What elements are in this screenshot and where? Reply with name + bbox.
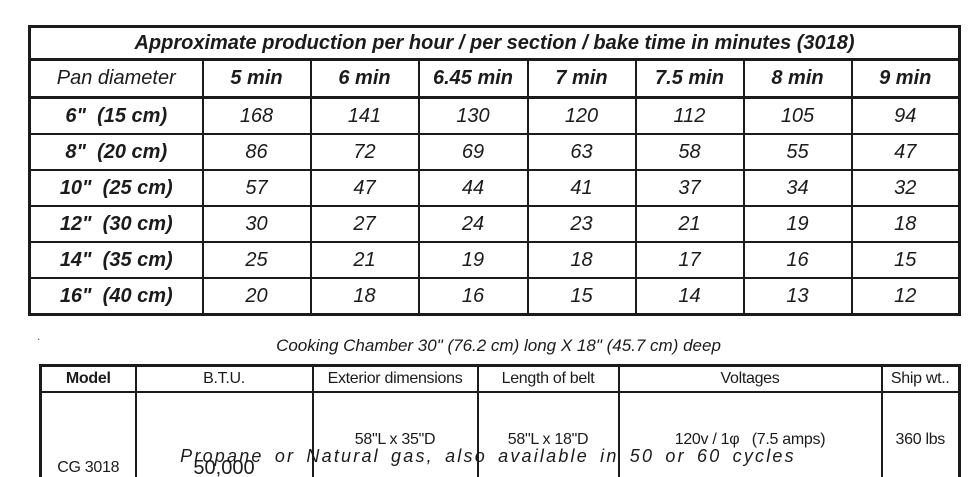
production-table: Approximate production per hour / per se… — [28, 25, 962, 316]
production-cell: 141 — [309, 96, 420, 135]
column-header-ship-weight: Ship wt.. — [880, 364, 961, 393]
production-cell: 16 — [417, 277, 529, 316]
production-cell: 55 — [742, 133, 853, 171]
production-cell: 15 — [526, 277, 637, 316]
production-cell: 16 — [742, 241, 853, 279]
production-cell: 20 — [201, 277, 312, 316]
table-row: 8" (20 cm) 86 72 69 63 58 55 47 — [28, 133, 961, 171]
column-header-voltages: Voltages — [617, 364, 883, 393]
column-header-model: Model — [39, 364, 137, 393]
column-header-7-5min: 7.5 min — [634, 58, 745, 99]
production-cell: 41 — [526, 169, 637, 207]
scan-speck: . — [37, 329, 41, 343]
production-cell: 37 — [634, 169, 745, 207]
column-header-btu: B.T.U. — [134, 364, 314, 393]
production-cell: 105 — [742, 96, 853, 135]
production-cell: 18 — [526, 241, 637, 279]
row-label: 12" (30 cm) — [28, 205, 204, 243]
production-cell: 12 — [850, 277, 961, 316]
production-cell: 130 — [417, 96, 529, 135]
exterior-dimensions-value: 58"L x 35"D 147cm x 89cm — [311, 391, 479, 477]
row-label: 8" (20 cm) — [28, 133, 204, 171]
cooking-chamber-note: Cooking Chamber 30" (76.2 cm) long X 18"… — [276, 336, 721, 355]
production-cell: 25 — [201, 241, 312, 279]
table-row: 6" (15 cm) 168 141 130 120 112 105 94 — [28, 96, 961, 135]
production-cell: 69 — [417, 133, 529, 171]
voltage-line-1: 120v / 1φ (7.5 amps) — [674, 431, 826, 448]
model-value: CG 3018 — [39, 391, 137, 477]
production-cell: 14 — [634, 277, 745, 316]
production-cell: 21 — [309, 241, 420, 279]
column-header-pan-diameter: Pan diameter — [28, 58, 204, 99]
belt-line-1: 58"L x 18"D — [507, 431, 589, 448]
row-label: 16" (40 cm) — [28, 277, 204, 316]
production-cell: 17 — [634, 241, 745, 279]
production-cell: 58 — [634, 133, 745, 171]
production-cell: 112 — [634, 96, 745, 135]
production-cell: 19 — [417, 241, 529, 279]
spec-header-row: Model B.T.U. Exterior dimensions Length … — [39, 364, 961, 393]
table-row: 14" (35 cm) 25 21 19 18 17 16 15 — [28, 241, 961, 279]
production-cell: 32 — [850, 169, 961, 207]
column-header-7min: 7 min — [526, 58, 637, 99]
column-header-exterior-dimensions: Exterior dimensions — [311, 364, 479, 393]
production-cell: 47 — [850, 133, 961, 171]
belt-length-value: 58"L x 18"D 147cm x 46cm — [476, 391, 620, 477]
column-header-length-of-belt: Length of belt — [476, 364, 620, 393]
production-header-row: Pan diameter 5 min 6 min 6.45 min 7 min … — [28, 58, 961, 99]
production-cell: 18 — [850, 205, 961, 243]
ship-weight-line-1: 360 lbs — [895, 431, 946, 448]
column-header-8min: 8 min — [742, 58, 853, 99]
production-cell: 30 — [201, 205, 312, 243]
row-label: 6" (15 cm) — [28, 96, 204, 135]
column-header-5min: 5 min — [201, 58, 312, 99]
production-cell: 44 — [417, 169, 529, 207]
voltages-value: 120v / 1φ (7.5 amps) 208v - 240v / 1φ (3… — [617, 391, 883, 477]
production-cell: 120 — [526, 96, 637, 135]
production-cell: 57 — [201, 169, 312, 207]
column-header-6min: 6 min — [309, 58, 420, 99]
table-row: 12" (30 cm) 30 27 24 23 21 19 18 — [28, 205, 961, 243]
spec-data-row: CG 3018 50,000 58"L x 35"D 147cm x 89cm … — [39, 391, 961, 477]
table-row: 10" (25 cm) 57 47 44 41 37 34 32 — [28, 169, 961, 207]
production-cell: 24 — [417, 205, 529, 243]
row-label: 10" (25 cm) — [28, 169, 204, 207]
row-label: 14" (35 cm) — [28, 241, 204, 279]
production-cell: 63 — [526, 133, 637, 171]
production-cell: 72 — [309, 133, 420, 171]
production-cell: 18 — [309, 277, 420, 316]
production-cell: 23 — [526, 205, 637, 243]
production-cell: 94 — [850, 96, 961, 135]
column-header-6-45min: 6.45 min — [417, 58, 529, 99]
production-cell: 27 — [309, 205, 420, 243]
btu-value: 50,000 — [134, 391, 314, 477]
production-title-row: Approximate production per hour / per se… — [28, 25, 961, 61]
production-cell: 21 — [634, 205, 745, 243]
production-cell: 34 — [742, 169, 853, 207]
ship-weight-value: 360 lbs 163 kg — [880, 391, 961, 477]
gas-availability-note: Propane or Natural gas, also available i… — [180, 446, 796, 466]
production-cell: 47 — [309, 169, 420, 207]
column-header-9min: 9 min — [850, 58, 961, 99]
production-cell: 15 — [850, 241, 961, 279]
production-cell: 86 — [201, 133, 312, 171]
production-table-title: Approximate production per hour / per se… — [28, 25, 961, 61]
exterior-line-1: 58"L x 35"D — [354, 431, 436, 448]
spec-table: Model B.T.U. Exterior dimensions Length … — [39, 364, 961, 477]
production-cell: 168 — [201, 96, 312, 135]
production-cell: 19 — [742, 205, 853, 243]
production-cell: 13 — [742, 277, 853, 316]
table-row: 16" (40 cm) 20 18 16 15 14 13 12 — [28, 277, 961, 316]
